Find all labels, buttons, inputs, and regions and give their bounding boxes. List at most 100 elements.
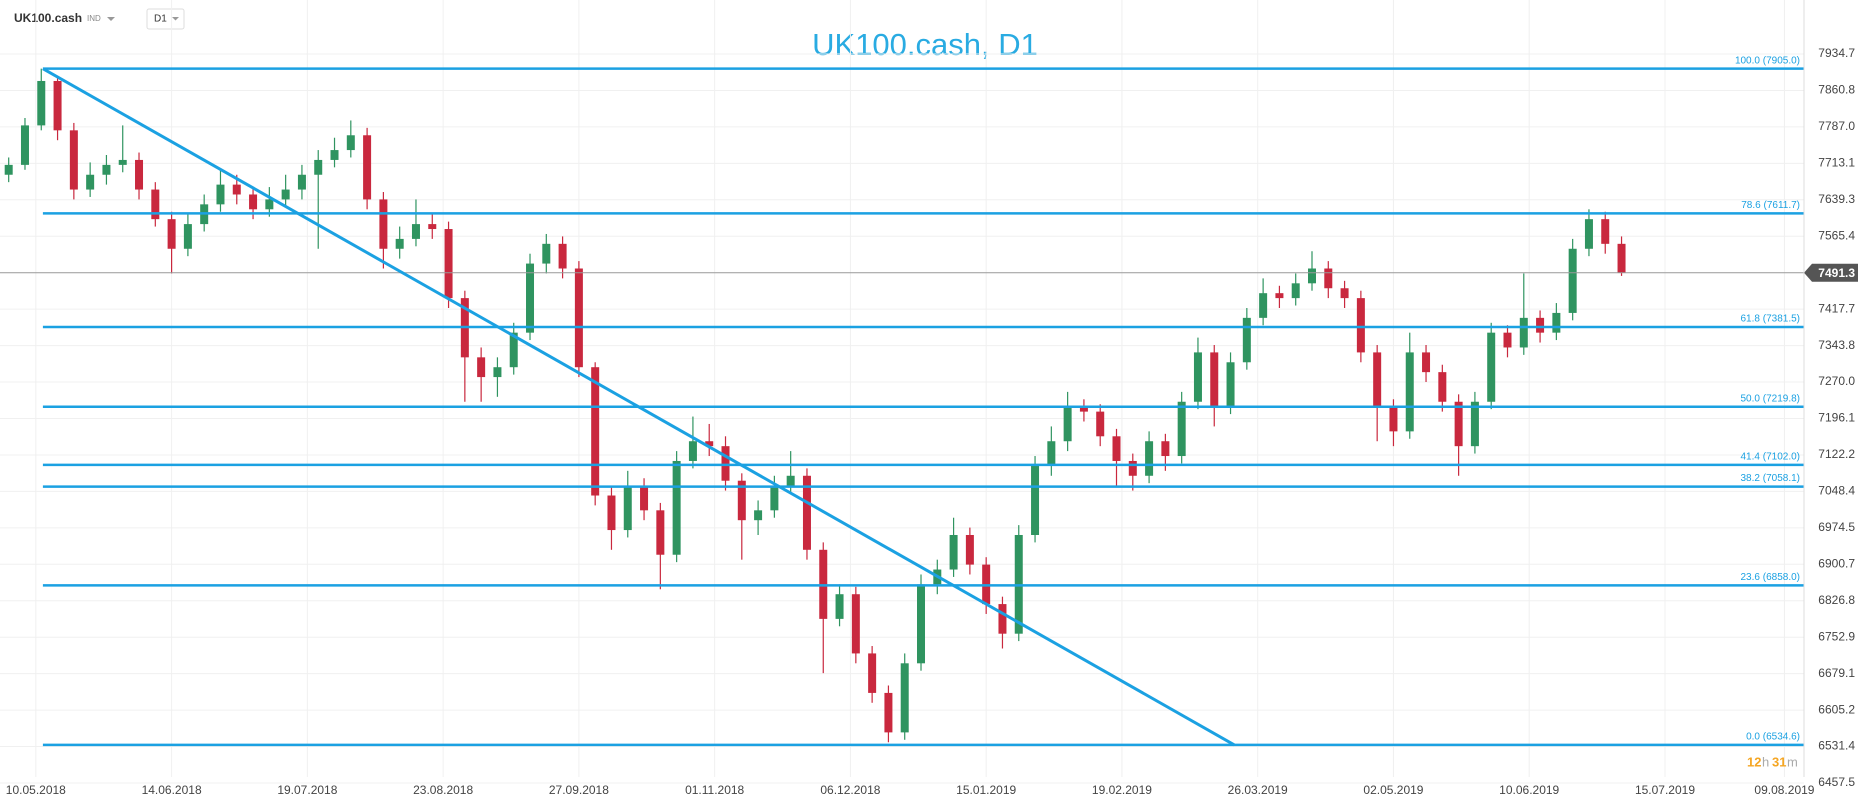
candle-body	[607, 495, 616, 531]
candle-body	[297, 174, 306, 190]
y-tick-label: 7122.2	[1818, 447, 1855, 461]
candle-body	[672, 460, 681, 555]
candle-body	[1454, 401, 1463, 447]
y-tick-label: 6531.4	[1818, 739, 1855, 753]
fib-label: 41.4 (7102.0)	[1741, 452, 1801, 463]
dropdown-caret[interactable]	[172, 17, 179, 21]
y-tick-label: 7270.0	[1818, 374, 1855, 388]
candle-body	[1470, 401, 1479, 447]
chart-title: UK100.cash, D1	[812, 27, 1038, 62]
countdown-unit: h	[1762, 754, 1769, 769]
candle-body	[1405, 352, 1414, 432]
x-tick-label: 15.01.2019	[956, 783, 1016, 797]
candle-body	[1275, 293, 1284, 299]
candle-body	[379, 199, 388, 249]
y-tick-label: 7713.1	[1818, 156, 1855, 170]
candle-body	[688, 441, 697, 461]
y-tick-label: 6752.9	[1818, 629, 1855, 643]
y-tick-label: 7934.7	[1818, 46, 1855, 60]
fib-label: 23.6 (6858.0)	[1741, 572, 1801, 583]
x-tick-label: 19.02.2019	[1092, 783, 1152, 797]
candle-body	[1031, 465, 1040, 535]
candle-body	[623, 485, 632, 531]
candle-body	[167, 219, 176, 249]
candle-body	[558, 243, 567, 269]
candle-body	[884, 692, 893, 733]
fib-label: 0.0 (6534.6)	[1746, 732, 1800, 743]
candle-body	[1487, 332, 1496, 402]
x-tick-label: 02.05.2019	[1363, 783, 1423, 797]
candle-body	[1536, 317, 1545, 333]
dropdown-caret[interactable]	[107, 17, 115, 21]
y-tick-label: 7048.4	[1818, 484, 1855, 498]
candle-body	[411, 224, 420, 239]
candle-body	[1177, 401, 1186, 457]
x-tick-label: 10.05.2018	[6, 783, 66, 797]
x-tick-label: 10.06.2019	[1499, 783, 1559, 797]
candle-body	[591, 367, 600, 496]
candle-body	[395, 238, 404, 249]
candle-body	[281, 189, 290, 200]
candle-body	[835, 594, 844, 619]
candle-body	[1259, 293, 1268, 318]
y-tick-label: 6974.5	[1818, 520, 1855, 534]
candle-body	[900, 663, 909, 733]
candle-body	[20, 125, 29, 165]
candle-body	[1552, 312, 1561, 333]
candle-body	[86, 174, 95, 190]
y-tick-label: 6605.2	[1818, 702, 1855, 716]
y-tick-label: 7787.0	[1818, 119, 1855, 133]
candle-body	[965, 534, 974, 565]
y-tick-label: 6900.7	[1818, 556, 1855, 570]
x-tick-label: 26.03.2019	[1228, 783, 1288, 797]
candle-body	[705, 441, 714, 447]
candle-body	[802, 475, 811, 550]
candle-body	[1161, 441, 1170, 457]
candle-body	[786, 475, 795, 486]
candle-body	[428, 224, 437, 230]
candle-body	[1226, 362, 1235, 407]
candle-body	[216, 184, 225, 205]
candle-body	[135, 159, 144, 190]
candle-body	[37, 80, 46, 126]
candle-body	[1519, 317, 1528, 348]
candle-body	[509, 332, 518, 368]
candle-body	[1503, 332, 1512, 348]
candle-body	[1193, 352, 1202, 402]
x-tick-label: 01.11.2018	[685, 783, 744, 797]
x-tick-label: 27.09.2018	[549, 783, 609, 797]
candle-body	[1324, 268, 1333, 289]
candle-body	[183, 224, 192, 249]
candle-body	[314, 159, 323, 175]
y-tick-label: 7343.8	[1818, 338, 1855, 352]
y-tick-label: 6826.8	[1818, 593, 1855, 607]
candle-body	[1291, 283, 1300, 299]
candle-body	[265, 199, 274, 210]
candle-body	[102, 164, 111, 175]
candle-body	[330, 150, 339, 160]
candle-body	[1047, 441, 1056, 466]
candle-body	[232, 184, 241, 195]
candle-body	[917, 584, 926, 664]
y-tick-label: 6457.5	[1818, 775, 1855, 789]
candle-body	[444, 229, 453, 299]
y-tick-label: 6679.1	[1818, 666, 1855, 680]
y-tick-label: 7565.4	[1818, 228, 1855, 242]
candle-body	[721, 446, 730, 481]
symbol: UK100.cash	[14, 11, 82, 25]
y-tick-label: 7860.8	[1818, 83, 1855, 97]
candle-body	[1422, 352, 1431, 373]
candle-body	[1210, 352, 1219, 407]
timeframe-box[interactable]	[146, 8, 185, 30]
candle-body	[1112, 436, 1121, 461]
fib-label: 78.6 (7611.7)	[1741, 200, 1800, 211]
fib-label: 50.0 (7219.8)	[1741, 393, 1801, 404]
x-tick-label: 06.12.2018	[820, 783, 880, 797]
x-tick-label: 09.08.2019	[1754, 783, 1814, 797]
candle-body	[1308, 268, 1316, 284]
candle-body	[1438, 372, 1447, 402]
candle-body	[1601, 219, 1610, 244]
candle-body	[851, 594, 860, 654]
candle-body	[998, 604, 1007, 634]
